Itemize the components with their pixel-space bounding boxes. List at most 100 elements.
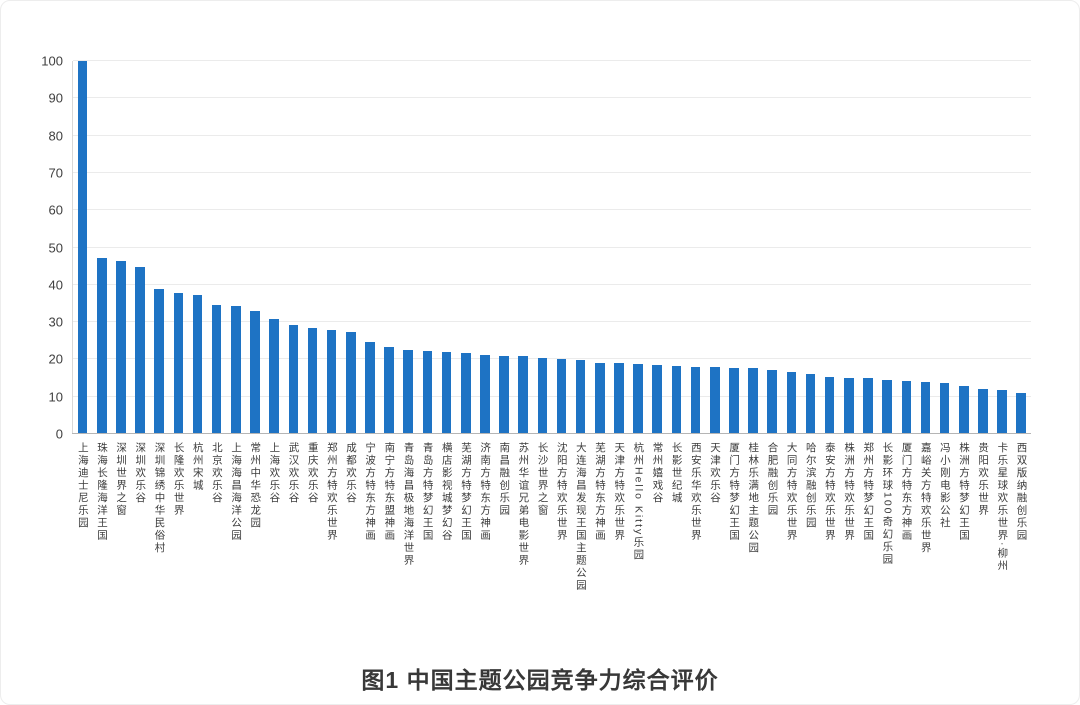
x-tick-label-2: 珠海长隆海洋王国 (92, 442, 111, 542)
plot-area (72, 60, 1031, 434)
x-tick-label-text: 芜湖方特东方神画 (594, 442, 607, 542)
bar-slot-50 (1012, 61, 1031, 434)
bar-48 (978, 388, 988, 434)
bar-3 (116, 260, 126, 434)
x-tick-label-11: 上海欢乐谷 (265, 442, 284, 505)
x-tick-label-34: 天津欢乐谷 (705, 442, 724, 505)
x-tick-label-50: 西双版纳融创乐园 (1012, 442, 1031, 542)
x-tick-label-10: 常州中华恐龙园 (245, 442, 264, 530)
x-tick-label-text: 杭州宋城 (191, 442, 204, 492)
x-tick-label-12: 武汉欢乐谷 (284, 442, 303, 505)
x-tick-label-45: 嘉峪关方特欢乐世界 (916, 442, 935, 555)
bar-18 (403, 349, 414, 434)
y-tick-label-100: 100 (41, 53, 63, 69)
bar-28 (595, 362, 605, 434)
bar-39 (805, 374, 816, 434)
x-tick-label-text: 横店影视城梦幻谷 (440, 442, 453, 542)
bar-16 (365, 341, 375, 434)
x-tick-label-text: 杭州Hello Kitty乐园 (632, 442, 645, 562)
x-tick-label-text: 大连海昌发现王国主题公园 (574, 442, 587, 592)
x-axis-line (72, 433, 1031, 434)
x-tick-label-text: 沈阳方特欢乐世界 (555, 442, 568, 542)
bar-11 (269, 318, 279, 434)
x-tick-label-48: 贵阳欢乐世界 (973, 442, 992, 517)
x-tick-label-text: 南宁方特东盟神画 (383, 442, 396, 542)
bar-45 (920, 381, 931, 434)
x-tick-label-44: 厦门方特东方神画 (897, 442, 916, 542)
bar-1 (77, 61, 88, 434)
bar-slot-22 (475, 61, 494, 434)
x-tick-label-31: 常州嬉戏谷 (648, 442, 667, 505)
bar-38 (786, 371, 797, 434)
bar-35 (729, 367, 739, 434)
x-tick-label-15: 成都欢乐谷 (341, 442, 360, 505)
x-tick-label-text: 济南方特东方神画 (479, 442, 492, 542)
gridline-30 (73, 321, 1031, 323)
x-tick-label-text: 大同方特欢乐世界 (785, 442, 798, 542)
bar-slot-4 (130, 61, 149, 434)
bar-40 (824, 376, 835, 434)
bar-34 (709, 366, 720, 434)
gridline-20 (73, 358, 1031, 360)
bar-12 (288, 325, 299, 434)
x-tick-label-text: 西安乐华欢乐世界 (689, 442, 702, 542)
x-tick-label-text: 嘉峪关方特欢乐世界 (919, 442, 932, 555)
figure-caption: 图1 中国主题公园竞争力综合评价 (361, 667, 719, 693)
x-tick-label-19: 青岛方特梦幻王国 (418, 442, 437, 542)
bar-slot-28 (590, 61, 609, 434)
bar-slot-15 (341, 61, 360, 434)
bar-slot-6 (169, 61, 188, 434)
x-tick-label-text: 天津方特欢乐世界 (613, 442, 626, 542)
bar-29 (614, 363, 624, 434)
y-axis-line (72, 61, 73, 434)
x-tick-label-9: 上海海昌海洋公园 (226, 442, 245, 542)
bar-19 (422, 351, 433, 434)
bar-23 (499, 356, 509, 434)
x-tick-label-text: 合肥融创乐园 (766, 442, 779, 517)
x-tick-label-text: 厦门方特东方神画 (900, 442, 913, 542)
bar-slot-13 (303, 61, 322, 434)
bar-25 (537, 357, 548, 434)
bar-slot-5 (150, 61, 169, 434)
y-tick-label-60: 60 (48, 202, 63, 218)
x-tick-label-37: 合肥融创乐园 (763, 442, 782, 517)
bar-46 (939, 382, 950, 434)
bar-50 (1016, 392, 1027, 434)
x-tick-label-text: 长隆欢乐世界 (172, 442, 185, 517)
x-tick-label-35: 厦门方特梦幻王国 (724, 442, 743, 542)
bar-13 (307, 328, 318, 434)
x-tick-label-6: 长隆欢乐世界 (169, 442, 188, 517)
x-tick-label-text: 泰安方特欢乐世界 (823, 442, 836, 542)
bar-slot-3 (111, 61, 130, 434)
bar-9 (231, 306, 241, 434)
x-tick-label-text: 贵阳欢乐世界 (977, 442, 990, 517)
bar-36 (748, 368, 758, 434)
x-tick-label-text: 株洲方特欢乐世界 (843, 442, 856, 542)
bar-14 (326, 329, 337, 434)
x-tick-label-30: 杭州Hello Kitty乐园 (629, 442, 648, 561)
x-tick-label-24: 苏州华谊兄弟电影世界 (514, 442, 533, 567)
x-tick-label-40: 泰安方特欢乐世界 (820, 442, 839, 542)
x-tick-label-43: 长影环球100奇幻乐园 (878, 442, 897, 566)
bar-slot-26 (552, 61, 571, 434)
x-tick-label-text: 上海欢乐谷 (268, 442, 281, 505)
bar-slot-37 (763, 61, 782, 434)
x-tick-label-47: 株洲方特梦幻王国 (954, 442, 973, 542)
x-tick-label-28: 芜湖方特东方神画 (590, 442, 609, 542)
x-tick-label-text: 上海海昌海洋公园 (230, 442, 243, 542)
bar-slot-7 (188, 61, 207, 434)
bar-slot-39 (801, 61, 820, 434)
bar-slot-27 (571, 61, 590, 434)
bar-37 (767, 369, 777, 434)
x-tick-label-text: 天津欢乐谷 (708, 442, 721, 505)
x-tick-label-text: 芜湖方特梦幻王国 (459, 442, 472, 542)
y-tick-label-50: 50 (48, 240, 63, 255)
x-tick-label-3: 深圳世界之窗 (111, 442, 130, 517)
bar-slot-44 (897, 61, 916, 434)
gridline-90 (73, 97, 1031, 99)
gridline-50 (73, 246, 1031, 248)
gridline-40 (73, 283, 1031, 285)
bar-slot-45 (916, 61, 935, 434)
x-tick-label-42: 郑州方特梦幻王国 (858, 442, 877, 542)
